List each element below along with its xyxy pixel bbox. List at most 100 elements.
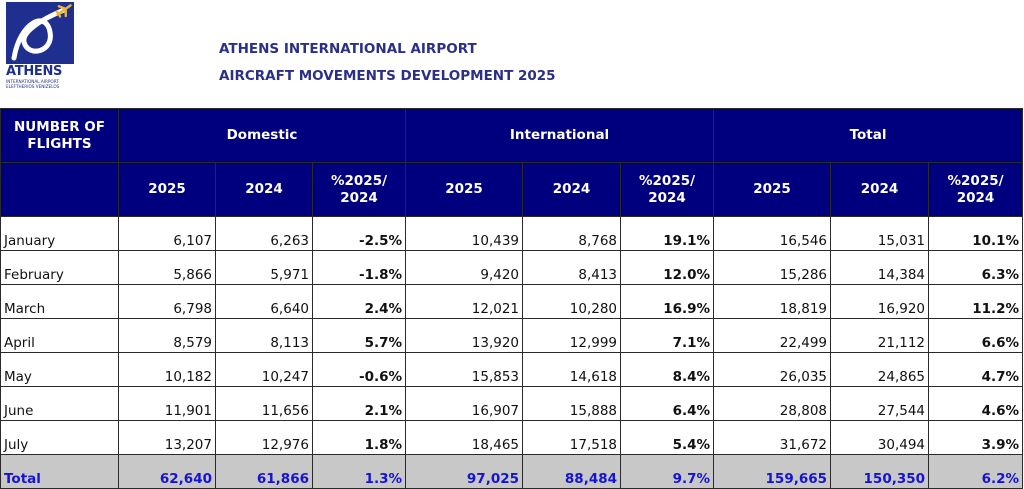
cell-dom-pct: -0.6% bbox=[311, 352, 407, 387]
group-domestic: Domestic bbox=[117, 108, 407, 163]
cell-tot-2025: 26,035 bbox=[713, 352, 832, 387]
cell-tot-2025: 159,665 bbox=[713, 454, 832, 489]
cell-tot-2024: 21,112 bbox=[830, 318, 930, 353]
cell-tot-pct: 4.6% bbox=[928, 386, 1024, 421]
table-row: February 5,866 5,971 -1.8% 9,420 8,413 12.0% 15… bbox=[0, 250, 1024, 285]
cell-month: July bbox=[0, 420, 119, 455]
cell-int-pct: 7.1% bbox=[620, 318, 715, 353]
cell-dom-2024: 12,976 bbox=[215, 420, 313, 455]
subheader-int-pct: %2025/ 2024 bbox=[620, 162, 715, 217]
flights-table: NUMBER OF FLIGHTS Domestic International… bbox=[0, 108, 1024, 489]
cell-month: April bbox=[0, 318, 119, 353]
cell-int-2025: 9,420 bbox=[405, 250, 524, 285]
total-row: Total 62,640 61,866 1.3% 97,025 88,484 9.7% 159… bbox=[0, 454, 1024, 489]
cell-int-pct: 8.4% bbox=[620, 352, 715, 387]
cell-int-pct: 6.4% bbox=[620, 386, 715, 421]
cell-int-2025: 15,853 bbox=[405, 352, 524, 387]
cell-dom-pct: 5.7% bbox=[311, 318, 407, 353]
cell-tot-pct: 11.2% bbox=[928, 284, 1024, 319]
cell-dom-2024: 61,866 bbox=[215, 454, 313, 489]
cell-tot-2025: 31,672 bbox=[713, 420, 832, 455]
cell-dom-pct: 2.1% bbox=[311, 386, 407, 421]
cell-tot-2025: 15,286 bbox=[713, 250, 832, 285]
cell-int-2024: 15,888 bbox=[522, 386, 622, 421]
logo-subtitle-2: ELEFTHERIOS VENIZELOS bbox=[6, 84, 60, 89]
cell-dom-2025: 6,107 bbox=[118, 216, 216, 251]
cell-dom-2024: 11,656 bbox=[215, 386, 313, 421]
cell-int-2024: 17,518 bbox=[522, 420, 622, 455]
subheader-blank bbox=[0, 162, 119, 217]
logo-emblem bbox=[6, 2, 74, 64]
subheader-tot-pct: %2025/ 2024 bbox=[928, 162, 1024, 217]
corner-label: NUMBER OF FLIGHTS bbox=[0, 108, 119, 163]
cell-dom-pct: 2.4% bbox=[311, 284, 407, 319]
cell-dom-pct: -1.8% bbox=[311, 250, 407, 285]
cell-tot-pct: 10.1% bbox=[928, 216, 1024, 251]
table-row: March 6,798 6,640 2.4% 12,021 10,280 16.9% 18,8… bbox=[0, 284, 1024, 319]
cell-tot-pct: 4.7% bbox=[928, 352, 1024, 387]
group-header-row: NUMBER OF FLIGHTS Domestic International… bbox=[0, 108, 1024, 163]
logo-wordmark: ATHENS bbox=[6, 64, 63, 79]
cell-dom-2025: 8,579 bbox=[118, 318, 216, 353]
athens-airport-logo: ATHENS INTERNATIONAL AIRPORT ELEFTHERIOS… bbox=[4, 2, 74, 90]
cell-dom-pct: -2.5% bbox=[311, 216, 407, 251]
cell-tot-2024: 16,920 bbox=[830, 284, 930, 319]
cell-month: Total bbox=[0, 454, 119, 489]
cell-int-pct: 12.0% bbox=[620, 250, 715, 285]
cell-int-2024: 8,768 bbox=[522, 216, 622, 251]
cell-dom-pct: 1.3% bbox=[311, 454, 407, 489]
cell-dom-2024: 8,113 bbox=[215, 318, 313, 353]
cell-month: May bbox=[0, 352, 119, 387]
cell-int-pct: 19.1% bbox=[620, 216, 715, 251]
cell-dom-pct: 1.8% bbox=[311, 420, 407, 455]
cell-tot-2025: 28,808 bbox=[713, 386, 832, 421]
cell-dom-2025: 11,901 bbox=[118, 386, 216, 421]
logo-subtitle-1: INTERNATIONAL AIRPORT bbox=[6, 79, 59, 84]
cell-dom-2025: 62,640 bbox=[118, 454, 216, 489]
group-international: International bbox=[405, 108, 715, 163]
cell-tot-2024: 15,031 bbox=[830, 216, 930, 251]
cell-tot-2024: 150,350 bbox=[830, 454, 930, 489]
report-titles: ATHENS INTERNATIONAL AIRPORT AIRCRAFT MO… bbox=[219, 38, 556, 92]
cell-int-2025: 97,025 bbox=[405, 454, 524, 489]
subheader-tot-2025: 2025 bbox=[713, 162, 832, 217]
cell-int-pct: 9.7% bbox=[620, 454, 715, 489]
cell-tot-2024: 27,544 bbox=[830, 386, 930, 421]
cell-int-pct: 16.9% bbox=[620, 284, 715, 319]
subheader-int-2024: 2024 bbox=[522, 162, 622, 217]
cell-tot-pct: 3.9% bbox=[928, 420, 1024, 455]
cell-tot-2024: 30,494 bbox=[830, 420, 930, 455]
cell-int-2024: 12,999 bbox=[522, 318, 622, 353]
group-total: Total bbox=[713, 108, 1024, 163]
cell-tot-2024: 14,384 bbox=[830, 250, 930, 285]
cell-dom-2024: 5,971 bbox=[215, 250, 313, 285]
cell-int-2024: 88,484 bbox=[522, 454, 622, 489]
subheader-int-2025: 2025 bbox=[405, 162, 524, 217]
cell-tot-2025: 18,819 bbox=[713, 284, 832, 319]
airplane-orbit-icon bbox=[11, 4, 72, 61]
cell-tot-2024: 24,865 bbox=[830, 352, 930, 387]
subheader-dom-pct: %2025/ 2024 bbox=[311, 162, 407, 217]
cell-int-2025: 12,021 bbox=[405, 284, 524, 319]
cell-int-pct: 5.4% bbox=[620, 420, 715, 455]
cell-tot-pct: 6.2% bbox=[928, 454, 1024, 489]
table-row: June 11,901 11,656 2.1% 16,907 15,888 6.4% 28,8… bbox=[0, 386, 1024, 421]
cell-int-2024: 8,413 bbox=[522, 250, 622, 285]
subheader-tot-2024: 2024 bbox=[830, 162, 930, 217]
cell-int-2025: 18,465 bbox=[405, 420, 524, 455]
cell-tot-pct: 6.6% bbox=[928, 318, 1024, 353]
cell-int-2025: 13,920 bbox=[405, 318, 524, 353]
cell-month: February bbox=[0, 250, 119, 285]
cell-tot-pct: 6.3% bbox=[928, 250, 1024, 285]
subheader-dom-2024: 2024 bbox=[215, 162, 313, 217]
subheader-dom-2025: 2025 bbox=[118, 162, 216, 217]
cell-dom-2025: 6,798 bbox=[118, 284, 216, 319]
cell-dom-2025: 5,866 bbox=[118, 250, 216, 285]
cell-int-2025: 10,439 bbox=[405, 216, 524, 251]
cell-month: June bbox=[0, 386, 119, 421]
cell-dom-2024: 6,640 bbox=[215, 284, 313, 319]
cell-tot-2025: 22,499 bbox=[713, 318, 832, 353]
subheader-row: 2025 2024 %2025/ 2024 2025 2024 %2025/ 2… bbox=[0, 162, 1024, 217]
report-subtitle: AIRCRAFT MOVEMENTS DEVELOPMENT 2025 bbox=[219, 68, 556, 84]
cell-dom-2024: 10,247 bbox=[215, 352, 313, 387]
